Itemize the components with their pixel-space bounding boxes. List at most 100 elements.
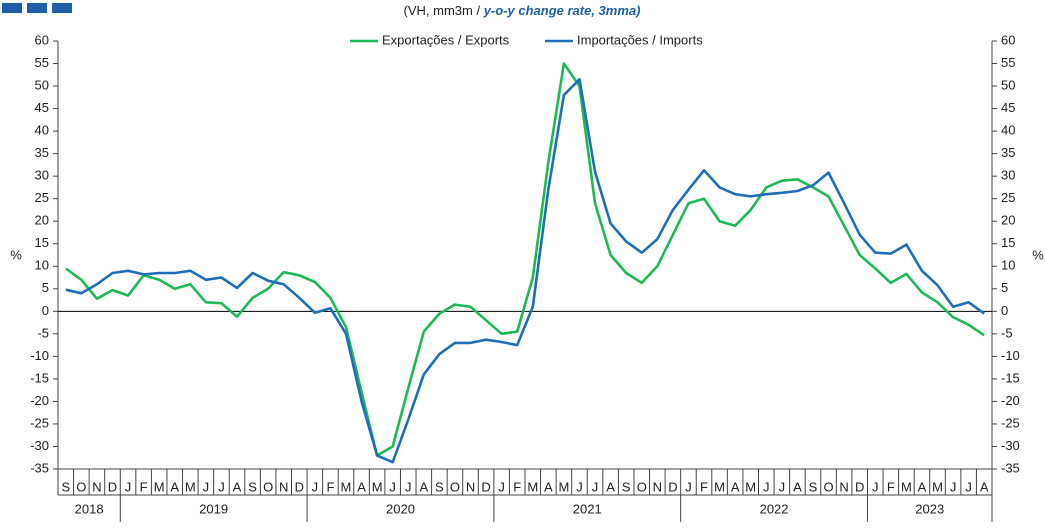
y2-tick-label: 35: [1001, 145, 1015, 160]
x-tick-label: M: [745, 479, 756, 494]
x-tick-label: M: [901, 479, 912, 494]
y2-tick-label: -20: [1001, 393, 1020, 408]
x-tick-label: D: [481, 479, 490, 494]
y2-tick-label: 60: [1001, 32, 1015, 47]
x-tick-label: F: [700, 479, 708, 494]
year-label: 2022: [760, 501, 789, 516]
x-tick-label: M: [932, 479, 943, 494]
y-tick-label: 20: [35, 213, 49, 228]
x-tick-label: J: [498, 479, 505, 494]
y-tick-label: 0: [42, 303, 49, 318]
x-tick-label: J: [592, 479, 599, 494]
x-tick-label: A: [793, 479, 802, 494]
y-tick-label: -35: [30, 460, 49, 475]
x-tick-label: F: [513, 479, 521, 494]
y2-tick-label: 20: [1001, 213, 1015, 228]
y2-tick-label: 25: [1001, 190, 1015, 205]
legend-label: Importações / Imports: [577, 32, 703, 47]
x-tick-label: M: [372, 479, 383, 494]
x-tick-label: D: [668, 479, 677, 494]
year-label: 2023: [915, 501, 944, 516]
y-tick-label: 55: [35, 55, 49, 70]
title-part: y-o-y change rate, 3mma): [483, 3, 641, 18]
x-tick-label: S: [61, 479, 70, 494]
x-tick-label: N: [279, 479, 288, 494]
x-tick-label: J: [312, 479, 319, 494]
y-tick-label: 10: [35, 258, 49, 273]
title-part: (VH, mm3m /: [404, 3, 484, 18]
x-tick-label: A: [170, 479, 179, 494]
x-tick-label: A: [606, 479, 615, 494]
x-tick-label: S: [435, 479, 444, 494]
x-tick-label: J: [203, 479, 210, 494]
y2-tick-label: -35: [1001, 460, 1020, 475]
y2-tick-label: 45: [1001, 100, 1015, 115]
y-tick-label: 60: [35, 32, 49, 47]
x-tick-label: A: [233, 479, 242, 494]
x-tick-label: F: [887, 479, 895, 494]
x-tick-label: A: [357, 479, 366, 494]
x-tick-label: J: [125, 479, 132, 494]
y2-tick-label: -25: [1001, 415, 1020, 430]
x-tick-label: D: [295, 479, 304, 494]
x-tick-label: J: [405, 479, 412, 494]
x-tick-label: N: [466, 479, 475, 494]
y2-tick-label: -15: [1001, 370, 1020, 385]
x-tick-label: J: [763, 479, 770, 494]
y2-tick-label: 10: [1001, 258, 1015, 273]
x-tick-label: J: [218, 479, 225, 494]
y-tick-label: 30: [35, 168, 49, 183]
y-tick-label: -20: [30, 393, 49, 408]
x-tick-label: D: [108, 479, 117, 494]
y-tick-label: 35: [35, 145, 49, 160]
legend-label: Exportações / Exports: [382, 32, 510, 47]
y-tick-label: 15: [35, 235, 49, 250]
y2-tick-label: -5: [1001, 325, 1013, 340]
x-tick-label: M: [558, 479, 569, 494]
x-tick-label: J: [872, 479, 879, 494]
y2-axis-label: %: [1032, 247, 1044, 262]
chart-title: (VH, mm3m / y-o-y change rate, 3mma): [404, 3, 641, 18]
x-tick-label: A: [544, 479, 553, 494]
y-tick-label: -25: [30, 415, 49, 430]
x-tick-label: S: [809, 479, 818, 494]
x-tick-label: J: [779, 479, 786, 494]
x-tick-label: N: [653, 479, 662, 494]
y-tick-label: -5: [37, 325, 49, 340]
y-axis-label: %: [10, 247, 22, 262]
year-label: 2019: [199, 501, 228, 516]
x-tick-label: N: [839, 479, 848, 494]
year-label: 2018: [75, 501, 104, 516]
x-tick-label: A: [980, 479, 989, 494]
y2-tick-label: -10: [1001, 348, 1020, 363]
y2-tick-label: 0: [1001, 303, 1008, 318]
x-tick-label: J: [950, 479, 957, 494]
x-tick-label: O: [823, 479, 833, 494]
x-tick-label: D: [855, 479, 864, 494]
y-tick-label: 5: [42, 280, 49, 295]
y2-tick-label: -30: [1001, 438, 1020, 453]
series-line: [65, 78, 985, 464]
series-line: [65, 62, 985, 457]
y2-tick-label: 15: [1001, 235, 1015, 250]
y-tick-label: 25: [35, 190, 49, 205]
x-tick-label: M: [714, 479, 725, 494]
y2-tick-label: 50: [1001, 77, 1015, 92]
x-tick-label: O: [637, 479, 647, 494]
x-tick-label: F: [140, 479, 148, 494]
x-tick-label: F: [326, 479, 334, 494]
x-tick-label: S: [248, 479, 257, 494]
logo-block: [2, 3, 22, 13]
x-tick-label: A: [731, 479, 740, 494]
x-tick-label: J: [965, 479, 972, 494]
x-tick-label: A: [918, 479, 927, 494]
y-tick-label: 40: [35, 123, 49, 138]
year-label: 2021: [573, 501, 602, 516]
y-tick-label: 50: [35, 77, 49, 92]
year-label: 2020: [386, 501, 415, 516]
x-tick-label: O: [450, 479, 460, 494]
y2-tick-label: 5: [1001, 280, 1008, 295]
x-tick-label: A: [419, 479, 428, 494]
x-tick-label: J: [389, 479, 396, 494]
